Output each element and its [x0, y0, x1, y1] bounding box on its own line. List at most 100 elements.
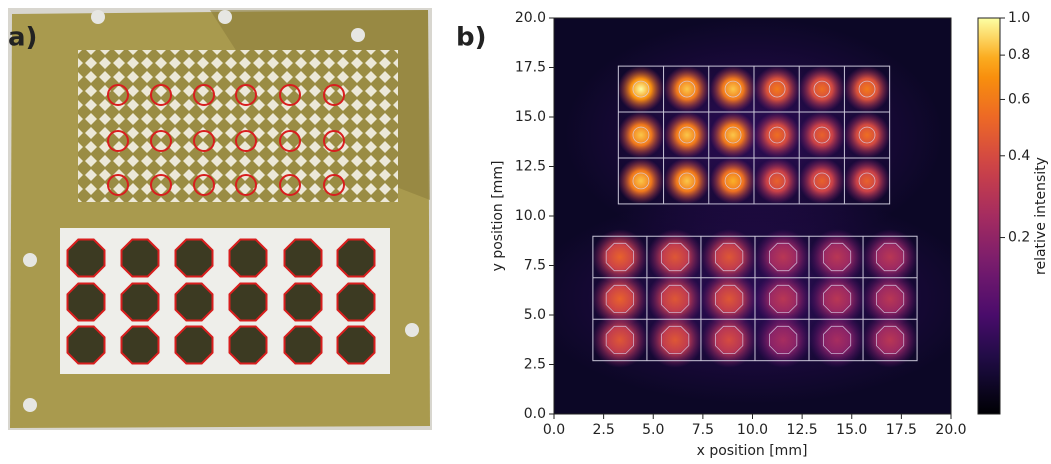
spot [755, 312, 811, 368]
aperture-outline [605, 325, 634, 355]
photo [8, 8, 432, 430]
mask-hole [107, 84, 129, 106]
mask-aperture [336, 325, 376, 365]
heatmap [554, 18, 951, 405]
mask-aperture [228, 238, 268, 278]
mask-hole [323, 130, 345, 152]
spot [592, 271, 648, 327]
mask-aperture [336, 282, 376, 322]
aperture-outline [661, 242, 690, 272]
colorbar-tick-label: 1.0 [1008, 10, 1030, 26]
mask-aperture [66, 325, 106, 365]
aperture-outline [813, 126, 831, 144]
x-tick-label: 2.5 [592, 422, 614, 438]
aperture-outline [724, 126, 742, 144]
mask-hole [235, 174, 257, 196]
y-tick-label: 15.0 [515, 109, 546, 125]
spot [592, 312, 648, 368]
spot [862, 229, 918, 285]
x-tick-label: 5.0 [642, 422, 664, 438]
mask-aperture [120, 238, 160, 278]
mask-aperture [228, 282, 268, 322]
spot [647, 312, 703, 368]
x-tick-label: 20.0 [935, 422, 966, 438]
aperture-outline [724, 80, 742, 98]
spot [617, 111, 665, 159]
aperture-outline [768, 172, 786, 190]
mask-aperture [120, 282, 160, 322]
mask-hole [279, 84, 301, 106]
mask-hole [193, 174, 215, 196]
aperture-outline [768, 80, 786, 98]
mask-aperture [66, 282, 106, 322]
mask-hole [235, 130, 257, 152]
spot [701, 229, 757, 285]
colorbar-tick-label: 0.8 [1008, 47, 1030, 63]
mask-aperture [228, 325, 268, 365]
x-tick-label: 7.5 [692, 422, 714, 438]
mask-hole [107, 130, 129, 152]
panel-label: b) [456, 23, 487, 53]
mask-aperture [174, 238, 214, 278]
spot [798, 65, 846, 113]
spot [862, 271, 918, 327]
mask-hole [279, 174, 301, 196]
aperture-outline [768, 126, 786, 144]
aperture-outline [632, 172, 650, 190]
spot [798, 111, 846, 159]
mask-hole [150, 130, 172, 152]
aperture-outline [823, 325, 852, 355]
y-tick-label: 2.5 [524, 357, 546, 373]
spot [647, 229, 703, 285]
colorbar-tick-label: 0.6 [1008, 91, 1030, 107]
x-tick-label: 12.5 [787, 422, 818, 438]
y-tick-label: 20.0 [515, 10, 546, 26]
aperture-outline [876, 325, 905, 355]
aperture-outline [715, 242, 744, 272]
mask-hole [150, 174, 172, 196]
spot [617, 157, 665, 205]
spot [701, 312, 757, 368]
aperture-outline [661, 325, 690, 355]
spot [809, 312, 865, 368]
mask-hole [150, 84, 172, 106]
mask-aperture [283, 325, 323, 365]
aperture-outline [678, 126, 696, 144]
spot [647, 271, 703, 327]
aperture-outline [632, 126, 650, 144]
y-axis-label: y position [mm] [490, 161, 506, 272]
y-tick-label: 7.5 [524, 258, 546, 274]
colorbar [977, 17, 1001, 415]
aperture-outline [858, 80, 876, 98]
mask-hole [323, 84, 345, 106]
spot [755, 271, 811, 327]
x-tick-label: 17.5 [886, 422, 917, 438]
y-tick-label: 0.0 [524, 406, 546, 422]
spot [663, 65, 711, 113]
y-tick-label: 5.0 [524, 307, 546, 323]
aperture-outline [858, 172, 876, 190]
spot [753, 111, 801, 159]
mask-hole [193, 84, 215, 106]
x-tick-label: 15.0 [836, 422, 867, 438]
spot [592, 229, 648, 285]
spot [709, 111, 757, 159]
spot [709, 65, 757, 113]
aperture-outline [876, 242, 905, 272]
mask-aperture [120, 325, 160, 365]
y-tick-label: 12.5 [515, 159, 546, 175]
spot [709, 157, 757, 205]
aperture-outline [823, 242, 852, 272]
x-tick-label: 0.0 [543, 422, 565, 438]
spot [843, 157, 891, 205]
y-tick-label: 17.5 [515, 60, 546, 76]
y-tick-label: 10.0 [515, 208, 546, 224]
mask-aperture [283, 282, 323, 322]
mask-aperture [336, 238, 376, 278]
aperture-outline [632, 80, 650, 98]
mask-aperture [283, 238, 323, 278]
mask-aperture [66, 238, 106, 278]
mask-hole [107, 174, 129, 196]
spot [809, 229, 865, 285]
